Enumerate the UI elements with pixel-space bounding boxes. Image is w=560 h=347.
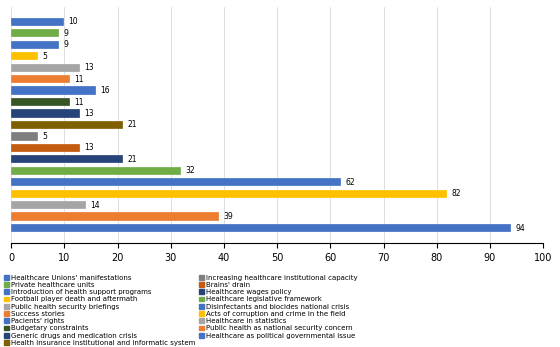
Bar	[11, 155, 123, 163]
Bar	[11, 86, 96, 95]
Bar	[11, 52, 38, 60]
Bar	[11, 18, 64, 26]
Text: 82: 82	[452, 189, 461, 198]
Legend: Healthcare Unions' manifestations, Private healthcare units, Introduction of hea: Healthcare Unions' manifestations, Priva…	[4, 275, 357, 346]
Bar	[11, 98, 69, 106]
Text: 13: 13	[85, 143, 94, 152]
Bar	[11, 64, 81, 72]
Bar	[11, 167, 181, 175]
Text: 32: 32	[186, 166, 195, 175]
Text: 10: 10	[69, 17, 78, 26]
Text: 11: 11	[74, 98, 83, 107]
Text: 13: 13	[85, 63, 94, 72]
Bar	[11, 109, 81, 118]
Bar	[11, 201, 86, 209]
Bar	[11, 121, 123, 129]
Bar	[11, 75, 69, 83]
Text: 9: 9	[63, 29, 68, 38]
Text: 16: 16	[101, 86, 110, 95]
Bar	[11, 224, 511, 232]
Bar	[11, 178, 341, 186]
Text: 5: 5	[42, 52, 47, 61]
Text: 11: 11	[74, 75, 83, 84]
Text: 21: 21	[127, 120, 137, 129]
Bar	[11, 41, 59, 49]
Bar	[11, 29, 59, 37]
Text: 39: 39	[223, 212, 233, 221]
Text: 94: 94	[516, 223, 525, 232]
Bar	[11, 144, 81, 152]
Text: 62: 62	[346, 178, 355, 187]
Bar	[11, 189, 447, 198]
Bar	[11, 212, 218, 221]
Bar	[11, 132, 38, 141]
Text: 13: 13	[85, 109, 94, 118]
Text: 5: 5	[42, 132, 47, 141]
Text: 9: 9	[63, 40, 68, 49]
Text: 14: 14	[90, 201, 100, 210]
Text: 21: 21	[127, 155, 137, 164]
